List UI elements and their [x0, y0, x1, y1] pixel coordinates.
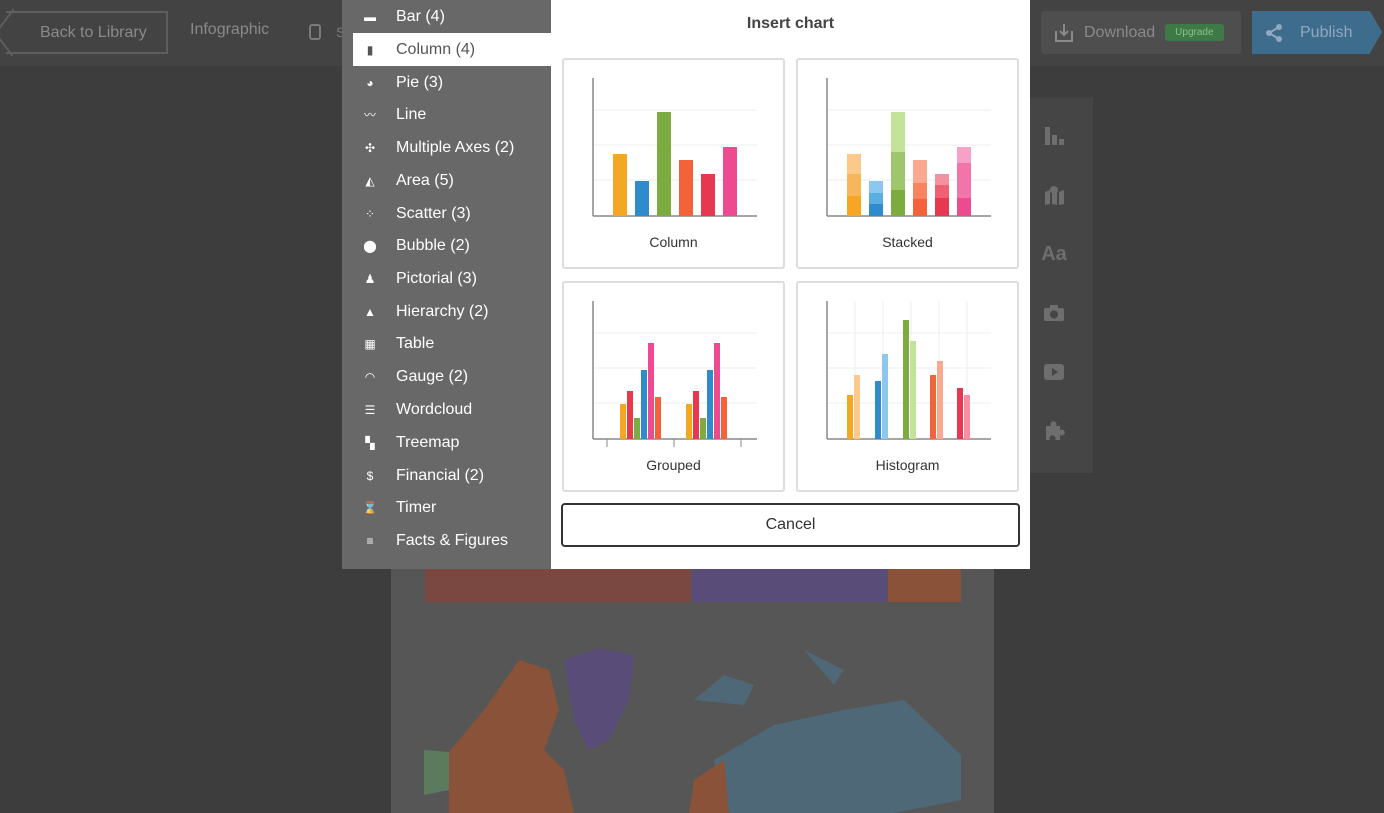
timer-icon: ⌛ — [362, 500, 378, 515]
menu-item-label: Financial (2) — [396, 466, 485, 484]
menu-item-label: Scatter (3) — [396, 204, 471, 222]
menu-item-label: Pie (3) — [396, 73, 444, 91]
grouped-preview-icon — [592, 301, 757, 447]
menu-item-pictorial[interactable]: ♟ Pictorial (3) — [353, 262, 551, 295]
bar-chart-icon: ▬ — [364, 9, 376, 24]
menu-item-area-chart[interactable]: ◭ Area (5) — [353, 164, 551, 197]
wordcloud-icon: ☰ — [364, 402, 376, 417]
stacked-preview-icon — [826, 78, 991, 217]
menu-item-hierarchy[interactable]: ▲ Hierarchy (2) — [353, 295, 551, 328]
multiple-axes-icon: ✣ — [364, 140, 376, 155]
dollar-icon: $ — [366, 468, 374, 483]
canvas-world-map — [424, 648, 961, 813]
menu-item-label: Table — [396, 334, 435, 352]
menu-item-treemap[interactable]: ▚ Treemap — [353, 426, 551, 459]
chart-card-label: Stacked — [882, 234, 933, 250]
canvas-bar-segment — [692, 569, 887, 602]
back-arrow-icon — [0, 8, 31, 57]
histogram-preview-icon — [826, 301, 991, 440]
table-icon: ▦ — [364, 336, 376, 351]
menu-item-scatter-chart[interactable]: ⁘ Scatter (3) — [353, 197, 551, 230]
pictorial-icon: ♟ — [364, 271, 376, 286]
menu-item-label: Bar (4) — [396, 7, 445, 25]
menu-item-label: Multiple Axes (2) — [396, 138, 515, 156]
chart-card-stacked[interactable]: Stacked — [796, 58, 1019, 269]
menu-item-label: Bubble (2) — [396, 236, 470, 254]
treemap-icon: ▚ — [365, 435, 375, 450]
menu-item-line-chart[interactable]: 〰 Line — [353, 98, 551, 131]
chart-card-label: Histogram — [875, 457, 940, 473]
download-button[interactable]: Download Upgrade — [1041, 11, 1241, 54]
list-icon: ≡ — [366, 533, 374, 548]
menu-item-table[interactable]: ▦ Table — [353, 327, 551, 360]
menu-item-label: Timer — [396, 498, 437, 516]
menu-item-label: Area (5) — [396, 171, 454, 189]
chart-card-label: Grouped — [646, 457, 701, 473]
menu-item-list[interactable]: ≡ Facts & Figures — [353, 524, 551, 557]
menu-item-pie-chart[interactable]: ◕ Pie (3) — [353, 66, 551, 99]
puzzle-tool-icon[interactable] — [1042, 419, 1066, 443]
chart-card-label: Column — [649, 234, 698, 250]
pie-chart-icon: ◕ — [366, 75, 374, 90]
menu-item-label: Facts & Figures — [396, 531, 509, 549]
gauge-icon: ◠ — [364, 369, 376, 384]
menu-item-column-chart[interactable]: ▮ Column (4) — [353, 33, 551, 66]
menu-item-label: Hierarchy (2) — [396, 302, 489, 320]
bubble-chart-icon: ⬤ — [363, 238, 377, 253]
insert-chart-dialog: Insert chart Column — [551, 0, 1030, 569]
column-chart-icon: ▮ — [366, 42, 374, 57]
menu-item-multiple-axes[interactable]: ✣ Multiple Axes (2) — [353, 131, 551, 164]
menu-item-bubble-chart[interactable]: ⬤ Bubble (2) — [353, 229, 551, 262]
download-icon — [1055, 23, 1073, 42]
share-icon — [1266, 23, 1282, 42]
area-chart-icon: ◭ — [365, 173, 375, 188]
column-preview-icon — [592, 78, 757, 217]
menu-item-label: Column (4) — [396, 40, 476, 58]
menu-item-label: Pictorial (3) — [396, 269, 477, 287]
camera-tool-icon[interactable] — [1042, 301, 1066, 325]
chart-type-menu: ▬ Bar (4) ▮ Column (4) ◕ Pie (3) 〰 Line ✣ Multipl… — [342, 0, 551, 569]
text-tool-icon[interactable]: Aa — [1041, 242, 1067, 265]
chart-card-grouped[interactable]: Grouped — [562, 281, 785, 492]
menu-item-label: Wordcloud — [396, 400, 473, 418]
canvas-bar-segment — [888, 569, 961, 602]
save-status-label: S — [336, 24, 346, 40]
canvas-bar-segment — [425, 569, 691, 602]
chart-card-histogram[interactable]: Histogram — [796, 281, 1019, 492]
hierarchy-icon: ▲ — [364, 304, 376, 319]
back-to-library-label: Back to Library — [40, 23, 147, 41]
download-label: Download — [1084, 23, 1156, 41]
menu-item-label: Line — [396, 105, 427, 123]
upgrade-badge[interactable]: Upgrade — [1165, 24, 1224, 41]
chart-card-column[interactable]: Column — [562, 58, 785, 269]
map-tool-icon[interactable] — [1042, 183, 1066, 207]
video-tool-icon[interactable] — [1042, 360, 1066, 384]
menu-item-wordcloud[interactable]: ☰ Wordcloud — [353, 393, 551, 426]
chart-tool-icon[interactable] — [1042, 124, 1066, 148]
scatter-chart-icon: ⁘ — [364, 206, 376, 221]
back-to-library-button[interactable]: Back to Library — [0, 8, 168, 57]
dialog-title: Insert chart — [746, 15, 835, 32]
menu-item-gauge[interactable]: ◠ Gauge (2) — [353, 360, 551, 393]
line-chart-icon: 〰 — [363, 108, 376, 122]
menu-item-dollar[interactable]: $ Financial (2) — [353, 459, 551, 492]
menu-item-bar-chart[interactable]: ▬ Bar (4) — [353, 0, 551, 33]
publish-button[interactable]: Publish — [1252, 11, 1382, 54]
menu-item-timer[interactable]: ⌛ Timer — [353, 491, 551, 524]
menu-item-label: Treemap — [396, 433, 460, 451]
save-status-icon — [309, 24, 321, 40]
menu-item-label: Gauge (2) — [396, 367, 469, 385]
cancel-button[interactable]: Cancel — [561, 503, 1020, 547]
document-title[interactable]: Infographic — [190, 21, 270, 38]
publish-label: Publish — [1300, 23, 1353, 41]
